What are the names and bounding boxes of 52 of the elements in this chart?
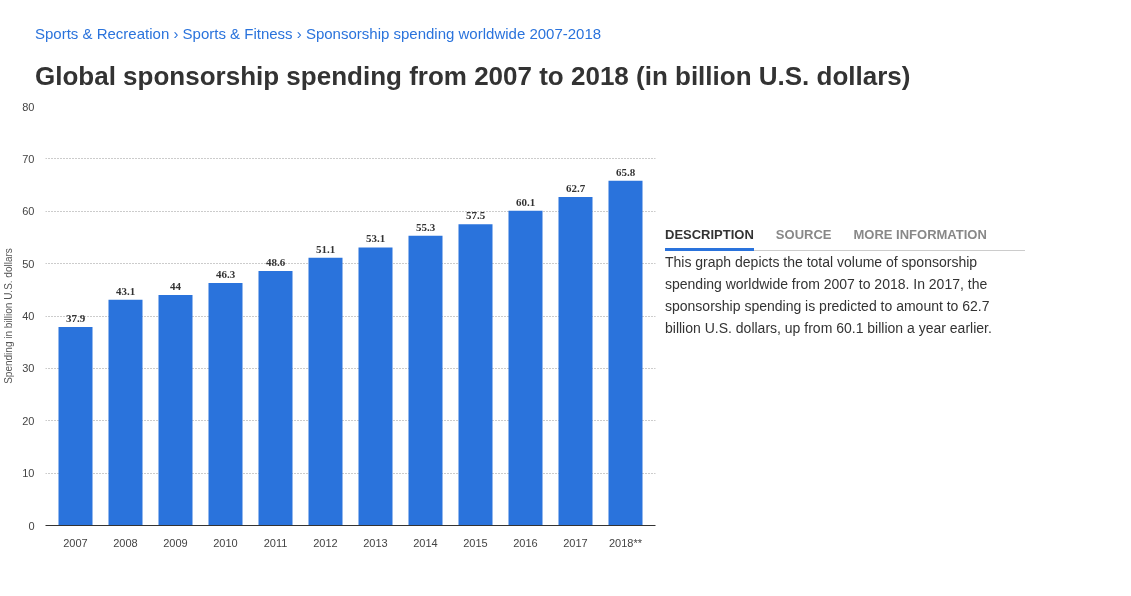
y-tick-label: 50: [22, 257, 35, 270]
x-tick-label: 2008: [113, 536, 138, 549]
bar: [408, 235, 443, 526]
data-label: 53.1: [365, 231, 386, 244]
y-tick-label: 40: [22, 309, 35, 322]
data-label: 60.1: [515, 195, 536, 208]
y-axis-title: Spending in billion U.S. dollars: [3, 247, 15, 384]
text: Sports & Recreation › Sports & Fitness › Sponsorship spending worldwide 2007-2018: [35, 24, 602, 44]
y-tick-label: 30: [22, 361, 35, 374]
data-label: 65.8: [615, 165, 636, 178]
x-tick-label: 2011: [263, 536, 288, 549]
bar: [608, 180, 643, 526]
text: MORE INFORMATION: [853, 226, 987, 242]
x-tick-label: 2018**: [608, 536, 643, 549]
y-tick-label: 60: [22, 204, 35, 217]
y-tick-label: 20: [22, 414, 35, 427]
x-tick-label: 2010: [213, 536, 238, 549]
text: SOURCE: [775, 226, 832, 242]
y-tick-label: 0: [28, 519, 35, 532]
bar: [458, 223, 493, 526]
data-label: 37.9: [65, 311, 86, 324]
bar: [558, 196, 593, 526]
bar: [258, 270, 293, 526]
data-label: 57.5: [465, 208, 486, 221]
x-tick-label: 2012: [313, 536, 338, 549]
x-tick-label: 2016: [513, 536, 538, 549]
data-label: 48.6: [265, 255, 286, 268]
x-tick-label: 2017: [563, 536, 588, 549]
data-label: 43.1: [115, 284, 136, 297]
text: This graph depicts the total volume of sponsorship spending worldwide from 2007 to 2018. In 2017, the sponsorship spending is predicted to amount to 62.7 billion U.S. dollars, up from 60.1 billion a year earlier.: [665, 253, 993, 339]
data-label: 46.3: [215, 267, 236, 280]
bar: [358, 246, 393, 526]
data-label: 44: [170, 279, 182, 292]
x-tick-label: 2015: [463, 536, 488, 549]
data-label: 55.3: [415, 220, 436, 233]
x-tick-label: 2009: [163, 536, 188, 549]
bar: [58, 326, 93, 526]
text: DESCRIPTION: [665, 226, 754, 251]
data-label: 62.7: [565, 181, 586, 194]
y-tick-label: 80: [22, 100, 35, 113]
y-tick-label: 70: [22, 152, 35, 165]
data-label: 51.1: [315, 242, 336, 255]
bar: [308, 257, 343, 526]
x-tick-label: 2014: [413, 536, 438, 549]
bar: [208, 282, 243, 526]
y-tick-label: 10: [22, 466, 35, 479]
chart-title: Global sponsorship spending from 2007 to 2018 (in billion U.S. dollars): [35, 60, 911, 94]
bar: [508, 210, 543, 526]
x-tick-label: 2013: [363, 536, 388, 549]
bar: [108, 299, 143, 526]
x-tick-label: 2007: [63, 536, 88, 549]
bar: [158, 294, 193, 526]
